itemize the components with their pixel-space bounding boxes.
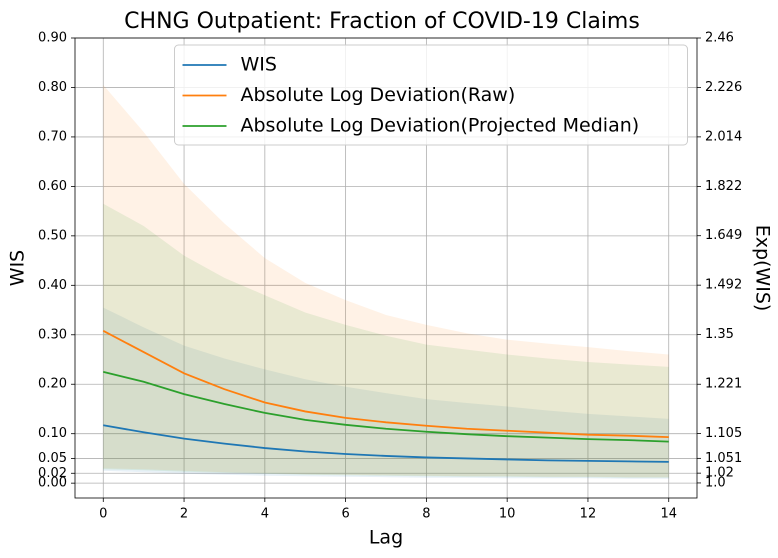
legend-label: Absolute Log Deviation(Projected Median) — [241, 115, 640, 137]
y-tick-label: 0.90 — [38, 31, 67, 46]
x-tick-label: 12 — [580, 507, 597, 522]
y2-tick-label: 1.492 — [705, 278, 742, 293]
x-tick-label: 4 — [261, 507, 269, 522]
line — [102, 330, 669, 439]
y-tick-label: 0.80 — [38, 80, 67, 95]
y-tick-label: 0.20 — [38, 377, 67, 392]
legend: WIS Absolute Log Deviation(Raw) Absolute L… — [174, 44, 688, 146]
x-axis-label: Lag — [369, 527, 403, 549]
y-tick-label: 0.40 — [38, 278, 67, 293]
confidence-band — [103, 307, 669, 479]
y-tick-label: 0.30 — [38, 327, 67, 342]
y2-tick-label: 2.014 — [705, 129, 742, 144]
x-tick-label: 10 — [499, 507, 516, 522]
line — [103, 424, 669, 463]
x-tick-label: 0 — [99, 507, 107, 522]
chart-title: CHNG Outpatient: Fraction of COVID-19 Cl… — [124, 9, 640, 34]
legend-frame — [174, 44, 688, 146]
x-tick-label: 6 — [341, 507, 349, 522]
y2-axis-label: Exp(WIS) — [752, 225, 774, 312]
legend-label: Absolute Log Deviation(Raw) — [241, 84, 516, 106]
y2-tick-label: 1.105 — [705, 426, 742, 441]
confidence-band — [103, 84, 669, 478]
y-tick-label: 0.05 — [38, 451, 67, 466]
x-tick-label: 8 — [422, 507, 430, 522]
y-axis-label: WIS — [7, 250, 29, 286]
y2-tick-label: 1.221 — [705, 377, 742, 392]
x-tick-label: 2 — [180, 507, 188, 522]
y-tick-label: 0.60 — [38, 179, 67, 194]
y2-tick-label: 2.226 — [705, 80, 742, 95]
x-tick-label: 14 — [660, 507, 677, 522]
y-tick-label: 0.02 — [38, 466, 67, 481]
y-tick-label: 0.70 — [38, 129, 67, 144]
line — [103, 370, 669, 443]
y2-tick-label: 1.649 — [705, 228, 742, 243]
legend-label: WIS — [241, 54, 277, 76]
y-tick-label: 0.50 — [38, 228, 67, 243]
y2-tick-label: 2.46 — [705, 31, 734, 46]
y2-tick-label: 1.0 — [705, 475, 726, 490]
y-tick-label: 0.10 — [38, 426, 67, 441]
y2-tick-label: 1.35 — [705, 327, 734, 342]
y2-tick-label: 1.822 — [705, 179, 742, 194]
plot-frame — [74, 37, 698, 499]
y-tick-label: 0.00 — [38, 476, 67, 491]
y2-tick-label: 1.02 — [705, 466, 734, 481]
y2-tick-label: 1.051 — [705, 451, 742, 466]
